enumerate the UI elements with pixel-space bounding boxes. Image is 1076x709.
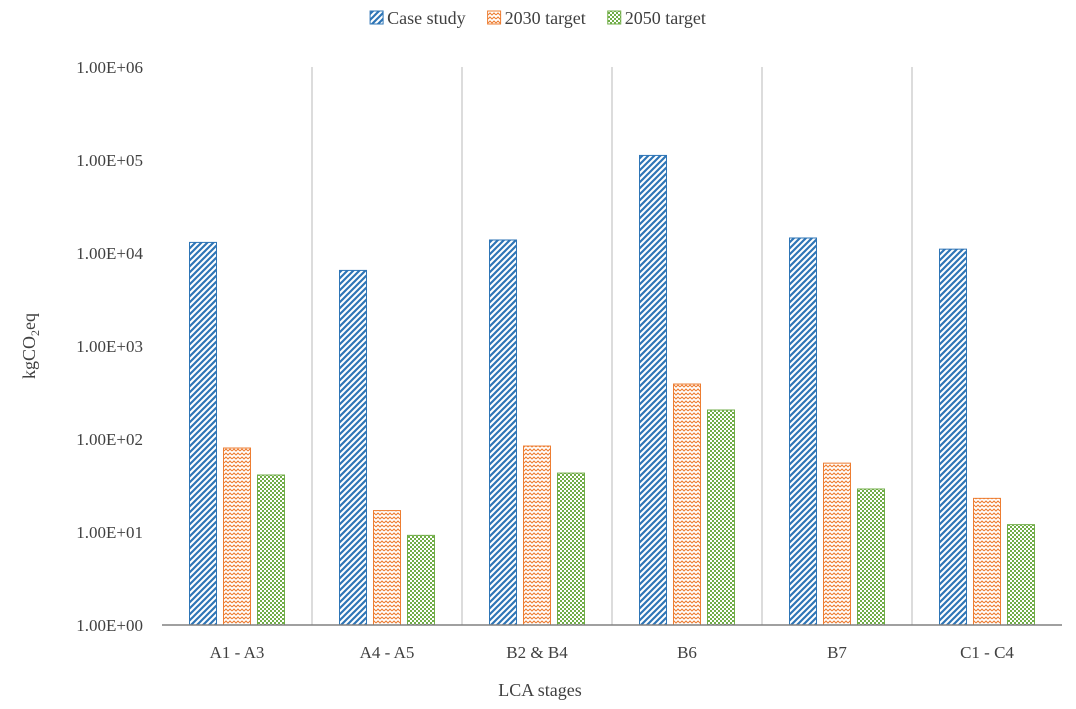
legend-swatch [369, 10, 384, 25]
bar-case-study [939, 248, 967, 626]
bar-2030-target [523, 445, 551, 626]
bar-2030-target [223, 447, 251, 626]
bar-2050-target [1007, 524, 1035, 626]
bar-2050-target [257, 474, 285, 626]
x-tick-label: B7 [827, 643, 847, 662]
y-tick-label: 1.00E+03 [76, 337, 143, 356]
legend-label: Case study [387, 8, 466, 28]
x-tick-label: A4 - A5 [360, 643, 415, 662]
y-axis-title-subscript: 2 [28, 330, 42, 336]
x-tick-label: B6 [677, 643, 697, 662]
legend-swatch [487, 10, 502, 25]
legend: Case study 2030 target 2050 target [369, 8, 706, 28]
bar-2030-target [373, 510, 401, 626]
y-axis-ticks: 1.00E+00 1.00E+01 1.00E+02 1.00E+03 1.00E+04… [76, 58, 143, 635]
bar-2050-target [557, 472, 585, 626]
bar-2030-target [673, 383, 701, 626]
x-axis-ticks: A1 - A3 A4 - A5 B2 & B4 B6 B7 C1 - C4 [210, 643, 1015, 662]
bar-case-study [189, 241, 217, 626]
category-separators [311, 67, 913, 625]
bar-2050-target [857, 488, 885, 626]
bar-2030-target [823, 462, 851, 626]
bar-case-study [639, 154, 667, 626]
y-tick-label: 1.00E+06 [76, 58, 143, 77]
x-tick-label: B2 & B4 [506, 643, 568, 662]
bar-case-study [339, 269, 367, 626]
x-tick-label: A1 - A3 [210, 643, 265, 662]
y-tick-label: 1.00E+04 [76, 244, 143, 263]
y-tick-label: 1.00E+05 [76, 151, 143, 170]
y-tick-label: 1.00E+00 [76, 616, 143, 635]
y-tick-label: 1.00E+01 [76, 523, 143, 542]
legend-label: 2030 target [505, 8, 586, 28]
bar-2050-target [407, 534, 435, 626]
legend-label: 2050 target [625, 8, 706, 28]
bar-2030-target [973, 497, 1001, 626]
y-axis-title-suffix: eq [19, 313, 39, 330]
x-axis-title: LCA stages [498, 680, 582, 700]
bars [189, 154, 1035, 626]
legend-swatch [607, 10, 622, 25]
y-axis-title: kgCO2eq [19, 313, 42, 379]
y-axis-title-main: kgCO [19, 336, 39, 379]
bar-case-study [789, 237, 817, 626]
x-tick-label: C1 - C4 [960, 643, 1014, 662]
bar-case-study [489, 239, 517, 626]
y-tick-label: 1.00E+02 [76, 430, 143, 449]
bar-2050-target [707, 409, 735, 626]
